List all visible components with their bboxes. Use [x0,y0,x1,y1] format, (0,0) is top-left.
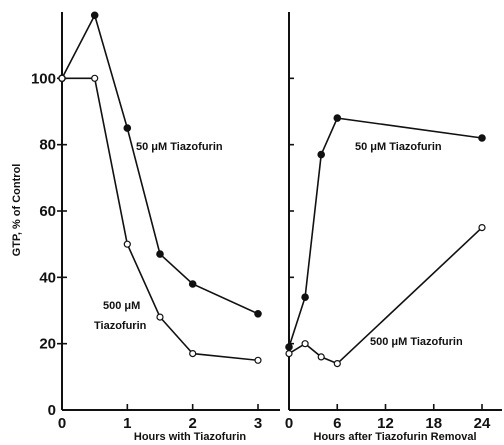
data-point-left-500uM [156,313,164,321]
y-tick-label: 40 [39,269,56,286]
data-point-left-500uM [189,350,197,358]
data-point-left-500uM [254,356,262,364]
y-tick-label: 0 [48,402,56,419]
right-panel: 0 6 12 18 24 [285,12,502,432]
x-tick-label-right: 18 [425,415,442,432]
x-tick-label-right: 12 [377,415,394,432]
data-point-right-500uM [333,360,341,368]
data-point-right-50uM [301,293,309,302]
data-point-right-50uM [478,134,486,142]
label-right-50uM: 50 μM Tiazofurin [355,141,442,153]
data-point-left-500uM [91,74,99,82]
series-line-left-500uM [62,77,259,362]
data-point-right-500uM [478,224,486,232]
x-axis-title-right: Hours after Tiazofurin Removal [314,431,477,443]
x-tick-label-left: 1 [123,415,131,432]
label-right-500uM: 500 μM Tiazofurin [370,336,463,348]
data-point-left-500uM [123,240,131,248]
y-tick-label: 100 [31,70,56,87]
left-panel: 0 20 40 60 80 100 0 1 2 3 [31,11,280,432]
y-axis-title: GTP, % of Control [11,164,23,257]
label-left-500uM-line1: 500 μM [103,300,140,312]
y-tick-label: 60 [39,203,56,220]
data-point-right-500uM [285,350,293,358]
y-tick-label: 80 [39,137,56,154]
data-point-right-500uM [317,353,325,361]
x-tick-label-right: 24 [474,415,491,432]
series-line-left-50uM [61,13,259,315]
data-point-right-50uM [317,150,326,159]
data-point-left-500uM [58,74,66,82]
data-point-left-50uM [156,250,164,258]
data-point-left-50uM [254,309,262,318]
data-point-right-50uM [333,114,342,122]
data-point-right-50uM [285,343,293,351]
y-tick-label: 20 [39,336,56,353]
label-left-50uM: 50 μM Tiazofurin [136,141,223,153]
label-left-500uM-line2: Tiazofurin [94,320,147,332]
x-tick-label-left: 3 [254,415,262,432]
data-point-left-50uM [123,124,132,132]
data-point-left-50uM [90,11,99,20]
x-tick-label-left: 2 [188,415,196,432]
x-tick-label-right: 0 [285,415,293,432]
x-tick-label-right: 6 [333,415,341,432]
data-point-left-50uM [188,280,197,288]
data-point-right-500uM [301,340,309,348]
x-axis-title-left: Hours with Tiazofurin [134,431,247,443]
x-tick-label-left: 0 [58,415,66,432]
